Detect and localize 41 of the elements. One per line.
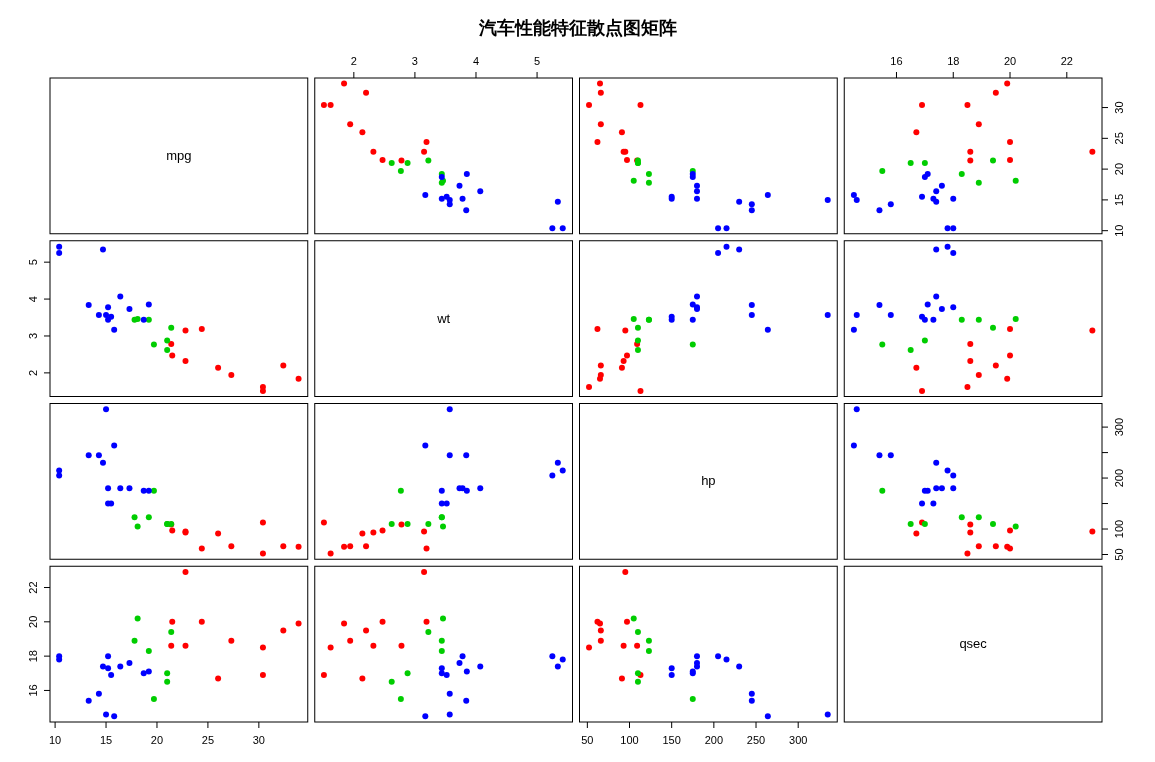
text: 汽车性能特征散点图矩阵 xyxy=(477,18,677,38)
x-tick-label: 300 xyxy=(789,734,808,746)
y-tick-label: 18 xyxy=(27,650,39,663)
x-tick-label: 10 xyxy=(48,734,62,746)
x-tick-label: 18 xyxy=(947,55,960,67)
x-tick-label: 100 xyxy=(620,734,639,746)
y-tick-label: 15 xyxy=(1113,193,1125,207)
text: mpg xyxy=(166,147,192,163)
y-tick-label: 22 xyxy=(27,581,39,594)
x-tick-label: 20 xyxy=(1003,55,1017,67)
x-tick-label: 50 xyxy=(581,734,594,746)
y-tick-label: 25 xyxy=(1113,132,1125,145)
x-tick-label: 200 xyxy=(704,734,724,746)
y-tick-label: 50 xyxy=(1113,548,1125,561)
x-tick-label: 15 xyxy=(99,734,113,746)
y-tick-label: 10 xyxy=(1113,224,1125,237)
y-tick-label: 20 xyxy=(1113,162,1125,176)
y-tick-label: 200 xyxy=(1113,468,1125,488)
x-tick-label: 20 xyxy=(150,734,164,746)
y-tick-label: 2 xyxy=(27,369,39,376)
y-tick-label: 4 xyxy=(27,296,39,303)
y-tick-label: 300 xyxy=(1113,417,1125,437)
x-tick-label: 5 xyxy=(534,55,541,67)
text: hp xyxy=(701,473,716,489)
y-tick-label: 100 xyxy=(1113,519,1125,539)
y-tick-label: 16 xyxy=(27,684,39,697)
x-tick-label: 25 xyxy=(201,734,215,746)
x-tick-label: 16 xyxy=(890,55,903,67)
x-tick-label: 2 xyxy=(350,55,357,67)
x-tick-label: 30 xyxy=(252,734,265,746)
x-tick-label: 150 xyxy=(662,734,681,746)
y-tick-label: 30 xyxy=(1113,101,1125,114)
x-tick-label: 4 xyxy=(472,55,480,67)
y-tick-label: 5 xyxy=(27,259,39,266)
x-tick-label: 3 xyxy=(411,55,418,67)
y-tick-label: 20 xyxy=(27,615,39,628)
text: qsec xyxy=(959,636,988,652)
x-tick-label: 250 xyxy=(746,734,766,746)
y-tick-label: 3 xyxy=(27,332,39,340)
x-tick-label: 22 xyxy=(1060,55,1073,67)
text: wt xyxy=(436,310,451,326)
